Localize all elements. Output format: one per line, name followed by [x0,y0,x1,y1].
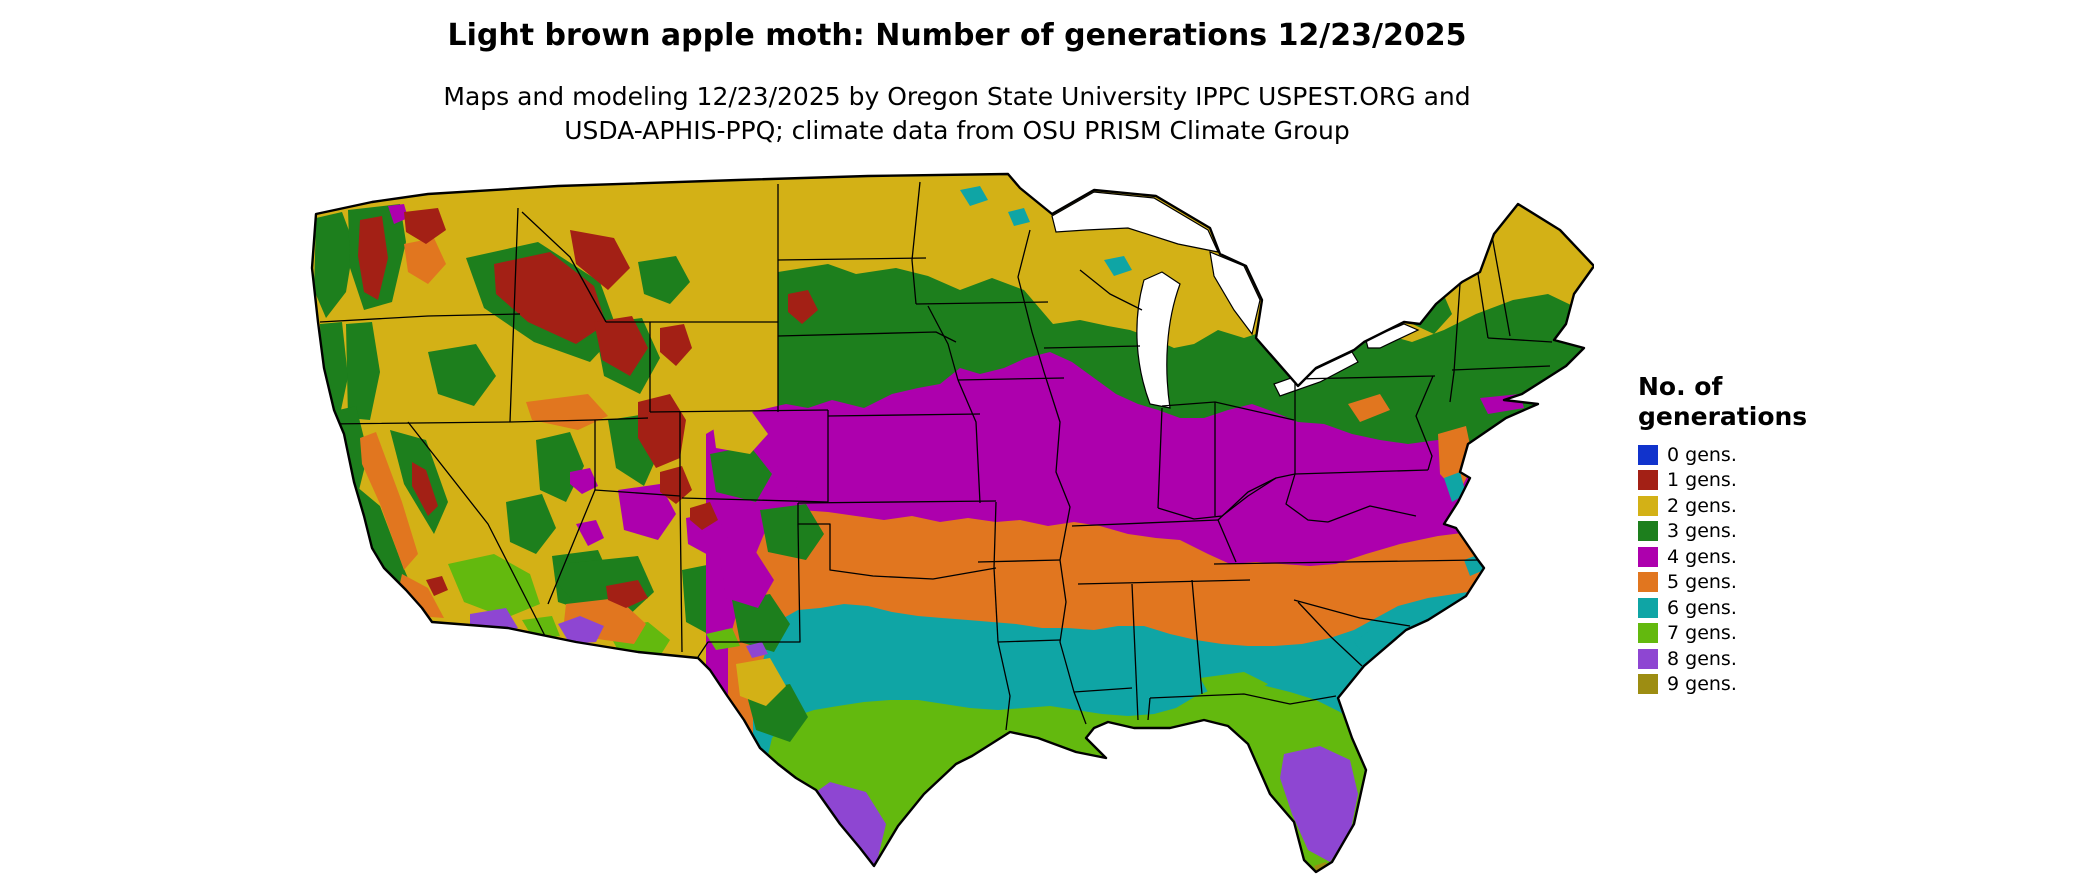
legend-swatch-color [1638,648,1658,669]
lake-superior [1051,191,1220,253]
legend-item: 1 gens. [1638,468,1807,494]
legend-swatch-color [1638,470,1658,491]
legend-label: 6 gens. [1667,596,1737,619]
legend-swatch-color [1638,546,1658,567]
legend-swatch-color [1638,495,1658,516]
state-borders [319,181,1553,731]
legend: No. of generations 0 gens. 1 gens. 2 gen… [1638,372,1807,697]
legend-item: 7 gens. [1638,621,1807,647]
map-figure [308,172,1594,884]
legend-swatch [1638,444,1658,465]
legend-label: 2 gens. [1667,494,1737,517]
legend-item: 6 gens. [1638,595,1807,621]
legend-label: 8 gens. [1667,647,1737,670]
us-outline [310,172,1594,874]
legend-swatch-color [1638,444,1658,465]
legend-swatch [1638,674,1658,695]
legend-swatch [1638,597,1658,618]
legend-label: 7 gens. [1667,622,1737,645]
legend-swatch [1638,648,1658,669]
legend-item: 2 gens. [1638,493,1807,519]
legend-item: 4 gens. [1638,544,1807,570]
legend-swatch [1638,495,1658,516]
legend-swatch [1638,623,1658,644]
us-generations-map [310,172,1594,874]
legend-label: 9 gens. [1667,673,1737,696]
legend-item: 9 gens. [1638,672,1807,698]
legend-label: 1 gens. [1667,469,1737,492]
legend-swatch-color [1638,572,1658,593]
legend-item: 0 gens. [1638,442,1807,468]
legend-item: 8 gens. [1638,646,1807,672]
legend-label: 4 gens. [1667,545,1737,568]
map-region-2-gens-overlay [712,412,786,706]
legend-label: 3 gens. [1667,520,1737,543]
legend-item: 3 gens. [1638,519,1807,545]
map-region-1-gens [358,208,818,608]
legend-title-line-1: No. of [1638,372,1723,401]
legend-swatch-color [1638,674,1658,695]
subtitle-line-2: USDA-APHIS-PPQ; climate data from OSU PR… [564,116,1350,145]
legend-swatch-color [1638,623,1658,644]
page-subtitle: Maps and modeling 12/23/2025 by Oregon S… [443,80,1470,148]
legend-title-line-2: generations [1638,402,1808,431]
legend-swatch [1638,470,1658,491]
subtitle-line-1: Maps and modeling 12/23/2025 by Oregon S… [443,82,1471,111]
lake-ontario [1365,323,1420,349]
map-region-3-gens-overlay [710,446,824,742]
lake-michigan [1136,271,1181,409]
legend-rows: 0 gens. 1 gens. 2 gens. 3 gens. 4 gens. … [1638,442,1807,697]
legend-swatch [1638,546,1658,567]
page-title: Light brown apple moth: Number of genera… [447,18,1467,53]
legend-swatch-color [1638,521,1658,542]
legend-item: 5 gens. [1638,570,1807,596]
legend-label: 5 gens. [1667,571,1737,594]
legend-swatch [1638,521,1658,542]
legend-swatch [1638,572,1658,593]
legend-swatch-color [1638,597,1658,618]
legend-label: 0 gens. [1667,443,1737,466]
legend-title: No. of generations [1638,372,1807,432]
